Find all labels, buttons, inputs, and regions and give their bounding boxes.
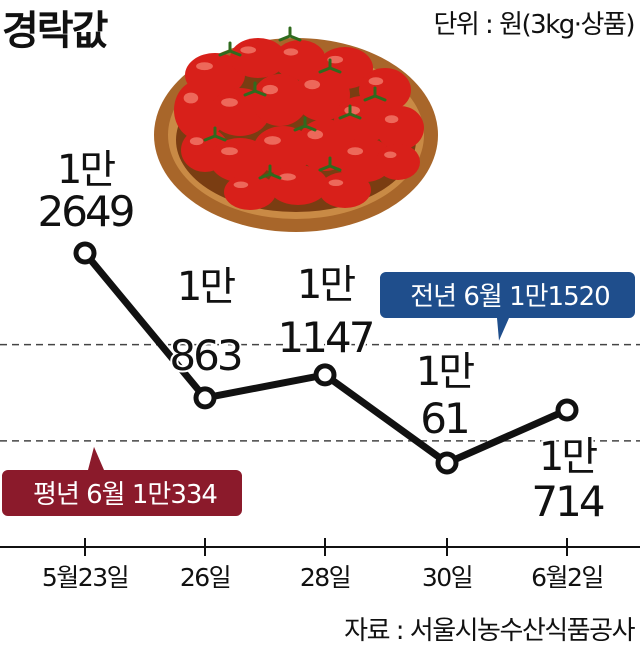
data-label-line1: 1만 [57,147,115,193]
data-label-line2: 61 [420,394,467,443]
prev-year-callout [380,272,635,341]
tomato-highlight [233,181,249,189]
tomato-stem [278,26,302,42]
data-label-line2: 714 [531,477,603,526]
tomato-highlight [347,147,364,156]
normal-year-callout [2,446,242,516]
data-point-5 [555,398,579,422]
chart-title: 경락값 [2,8,108,54]
tomato-highlight [368,77,384,86]
tomato-highlight [240,46,257,54]
tomato-highlight [384,115,399,124]
data-label-line2: 2649 [38,187,133,236]
prev-year-label: 전년 6월 1만1520 [410,282,609,312]
data-point-3 [313,363,337,387]
tomato-19 [319,172,371,208]
data-label-line1: 1만 [539,434,597,480]
tomato-highlight [221,147,238,156]
tomato-highlight [262,84,279,95]
tomato-stem [318,58,342,74]
x-tick-label: 28일 [300,563,350,592]
tomato-stem [243,81,267,97]
data-point-4 [435,451,459,475]
tomato-highlight [307,129,324,140]
tomato-highlight [189,137,204,146]
tomato-highlight [283,48,299,56]
x-tick-label: 26일 [180,563,230,592]
data-point-1 [73,241,97,265]
tomato-highlight [384,151,397,159]
tomato-stem [258,164,282,180]
data-label-line1: 1만 [416,349,474,395]
data-label-line1: 1만 [297,262,355,308]
tomato-highlight [344,106,361,115]
data-label-line2: 863 [169,331,240,380]
tomato-highlight [183,92,199,104]
tomato-highlight [279,173,296,181]
tomato-stem [363,86,387,102]
data-label-line1: 1만 [177,264,235,310]
tomato-highlight [264,136,281,145]
x-tick-label: 6월2일 [531,563,603,592]
source-note: 자료 : 서울시농수산식품공사 [344,616,635,646]
x-tick-label: 5월23일 [42,563,128,592]
tomato-highlight [221,98,238,107]
x-tick-label: 30일 [422,563,472,592]
data-point-2 [193,386,217,410]
tomato-stem [218,41,242,57]
tomato-basket-illustration [154,26,438,232]
tomato-stem [338,104,362,120]
tomato-highlight [196,62,213,71]
normal-year-label: 평년 6월 1만334 [33,480,217,510]
tomato-20 [376,144,420,180]
unit-label: 단위 : 원(3kg·상품) [433,10,635,40]
tomato-stem [318,156,342,172]
tomato-highlight [304,79,321,90]
tomato-17 [224,174,276,210]
tomato-highlight [328,179,344,187]
tomato-stem [293,116,317,132]
data-label-line2: 1147 [278,313,373,362]
tomato-stem [203,126,227,142]
